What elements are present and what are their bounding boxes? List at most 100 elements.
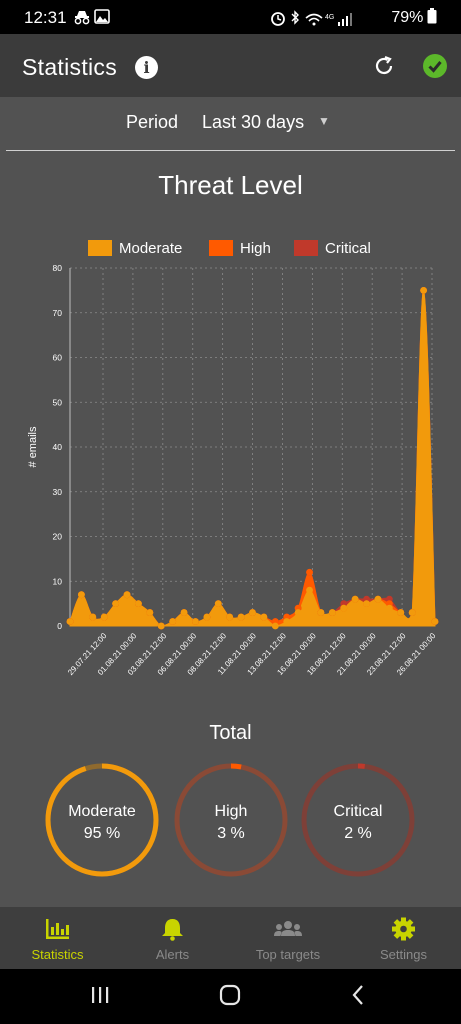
recents-icon[interactable] xyxy=(88,983,112,1007)
y-tick-label: 50 xyxy=(53,397,63,407)
data-point-moderate xyxy=(226,613,234,621)
data-point-moderate xyxy=(169,618,177,625)
data-point-moderate xyxy=(397,609,405,616)
data-point-moderate xyxy=(294,609,302,616)
system-nav-bar xyxy=(0,969,461,1024)
nav-item-statistics[interactable]: Statistics xyxy=(0,907,115,969)
donut-ring xyxy=(174,763,288,877)
data-point-moderate xyxy=(203,613,211,621)
clock: 12:31 xyxy=(24,8,67,27)
chart-legend: Moderate High Critical xyxy=(0,238,461,260)
data-point-moderate xyxy=(237,613,245,621)
donut-name: Moderate xyxy=(68,803,136,820)
donut-arc xyxy=(45,763,159,877)
donut-percent: 2 % xyxy=(344,825,372,842)
data-point-moderate xyxy=(89,613,97,621)
data-point-moderate xyxy=(123,591,131,599)
data-point-moderate xyxy=(306,586,313,594)
donut-high[interactable]: High 3 % xyxy=(173,762,289,878)
bottom-nav: Statistics Alerts Top targets xyxy=(0,907,461,969)
chart-title: Threat Level xyxy=(158,170,303,200)
y-tick-label: 30 xyxy=(53,487,63,497)
data-point-moderate xyxy=(431,618,439,625)
incognito-icon xyxy=(74,9,110,25)
data-point-moderate xyxy=(66,618,74,625)
donut-percent: 3 % xyxy=(217,825,245,842)
back-icon[interactable] xyxy=(347,983,371,1007)
nav-label: Statistics xyxy=(31,947,84,962)
data-point-moderate xyxy=(271,622,279,630)
data-point-moderate xyxy=(283,618,291,625)
battery-percent: 79% xyxy=(391,9,424,26)
legend-label: Critical xyxy=(325,240,371,257)
nav-label: Top targets xyxy=(255,947,321,962)
home-icon[interactable] xyxy=(218,983,242,1007)
y-tick-label: 60 xyxy=(53,353,63,363)
legend-swatch xyxy=(88,240,112,256)
system-icons: 4G 79% xyxy=(270,8,437,28)
data-point-moderate xyxy=(385,604,393,612)
data-point-moderate xyxy=(260,613,268,621)
divider xyxy=(6,150,455,151)
data-point-moderate xyxy=(317,609,325,616)
total-title: Total xyxy=(209,722,252,744)
data-point-moderate xyxy=(328,609,336,616)
notification-icons xyxy=(73,9,113,28)
y-tick-label: 80 xyxy=(53,263,63,273)
donut-ring xyxy=(45,763,159,877)
data-point-moderate xyxy=(157,622,165,630)
y-tick-label: 70 xyxy=(53,308,63,318)
nav-item-alerts[interactable]: Alerts xyxy=(115,907,230,969)
system-status-icons: 4G xyxy=(270,9,352,26)
legend-label: Moderate xyxy=(119,240,183,257)
data-point-moderate xyxy=(351,595,359,603)
nav-item-top-targets[interactable]: Top targets xyxy=(230,907,346,969)
y-tick-label: 0 xyxy=(57,621,62,631)
donut-percent: 95 % xyxy=(83,825,121,842)
nav-item-settings[interactable]: Settings xyxy=(346,907,461,969)
legend-swatch xyxy=(209,240,233,256)
data-point-moderate xyxy=(363,600,370,608)
info-icon[interactable]: i xyxy=(135,56,158,79)
data-point-moderate xyxy=(135,600,142,608)
y-tick-label: 40 xyxy=(53,442,63,452)
data-point-moderate xyxy=(340,604,348,612)
y-tick-label: 10 xyxy=(53,576,63,586)
nav-label: Alerts xyxy=(155,947,190,962)
legend-label: High xyxy=(240,240,271,257)
period-dropdown[interactable]: Last 30 days xyxy=(202,112,305,132)
data-point-moderate xyxy=(214,600,222,608)
data-point-moderate xyxy=(408,609,416,616)
check-icon[interactable] xyxy=(423,54,447,78)
legend-swatch xyxy=(294,240,318,256)
data-point-moderate xyxy=(100,613,108,621)
status-bar: 12:31 4G 79% xyxy=(0,0,461,34)
app-bar: Statistics i xyxy=(0,34,461,97)
donut-critical[interactable]: Critical 2 % xyxy=(300,762,416,878)
period-label: Period xyxy=(126,112,179,132)
data-point-moderate xyxy=(374,595,382,603)
nav-label: Settings xyxy=(380,947,427,962)
bar-chart-icon xyxy=(46,919,69,939)
donut-moderate[interactable]: Moderate 95 % xyxy=(44,762,160,878)
data-point-moderate xyxy=(78,591,85,599)
people-icon xyxy=(274,921,302,936)
donut-arc xyxy=(174,763,288,877)
data-point-moderate xyxy=(192,618,199,625)
bell-icon xyxy=(162,919,183,941)
data-point-moderate xyxy=(112,600,120,608)
y-axis-label: # emails xyxy=(27,426,39,467)
donut-name: High xyxy=(214,803,248,820)
donut-name: Critical xyxy=(333,803,383,820)
gear-icon xyxy=(392,917,415,941)
y-tick-label: 20 xyxy=(53,532,63,542)
data-point-high xyxy=(306,568,313,576)
donut-arc xyxy=(301,763,415,877)
donut-ring xyxy=(301,763,415,877)
svg-text:4G: 4G xyxy=(325,14,334,21)
caret-down-icon[interactable]: ▼ xyxy=(318,114,330,128)
data-point-moderate xyxy=(420,286,427,294)
data-point-moderate xyxy=(146,609,154,616)
period-row: Period Last 30 days ▼ xyxy=(0,108,461,138)
